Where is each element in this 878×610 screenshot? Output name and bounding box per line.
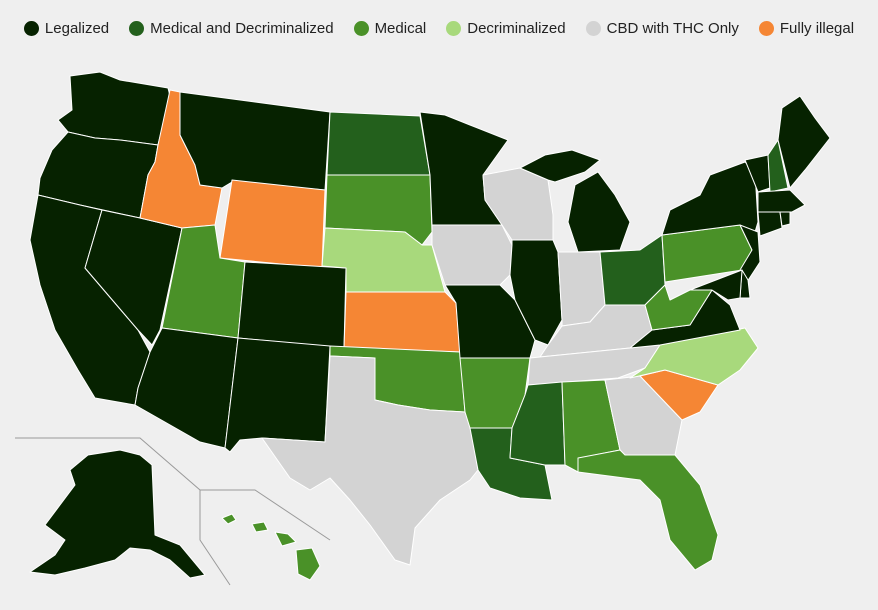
state-CO[interactable] [237,261,347,349]
legend-label: Legalized [44,19,110,37]
legend-item-fully-illegal: Fully illegal [758,19,855,37]
state-RI[interactable] [779,211,791,227]
legend: Legalized Medical and Decriminalized Med… [0,0,878,56]
state-NY[interactable] [661,161,759,243]
legend-swatch [446,20,462,36]
legend-label: CBD with THC Only [606,19,739,37]
state-FL[interactable] [577,449,719,571]
legend-label: Medical [374,19,427,37]
state-HI-kauai[interactable] [221,513,237,525]
state-MT[interactable] [179,91,331,191]
legend-swatch [585,20,601,36]
legend-label: Decriminalized [467,19,566,37]
legend-label: Fully illegal [779,19,855,37]
state-HI-oahu[interactable] [251,521,269,533]
legend-swatch [129,20,145,36]
legend-item-decriminalized: Decriminalized [446,19,566,37]
legend-item-legalized: Legalized [23,19,110,37]
legend-label: Medical and Decriminalized [150,19,334,37]
state-HI-maui[interactable] [274,531,297,547]
state-IA[interactable] [431,224,513,286]
state-CT[interactable] [757,211,783,237]
state-WY[interactable] [219,179,326,269]
legend-item-medical: Medical [353,19,427,37]
state-ME[interactable] [777,95,831,189]
state-ND[interactable] [326,111,431,176]
inset-divider-hawaii [200,489,331,541]
legend-swatch [353,20,369,36]
state-IL[interactable] [509,239,563,346]
legend-swatch [758,20,774,36]
state-MI-upper[interactable] [519,149,601,183]
state-NM[interactable] [224,337,331,453]
legend-item-medical-decriminalized: Medical and Decriminalized [129,19,334,37]
state-AK[interactable] [29,449,206,579]
state-TX[interactable] [261,355,479,566]
legend-swatch [23,20,39,36]
state-KS[interactable] [343,291,461,353]
state-HI-big-island[interactable] [295,547,321,581]
state-NH[interactable] [767,139,789,193]
state-AZ[interactable] [134,327,239,449]
state-MD[interactable] [689,269,743,301]
state-MA[interactable] [757,189,806,213]
legend-item-cbd-thc: CBD with THC Only [585,19,739,37]
state-MI[interactable] [567,171,631,253]
